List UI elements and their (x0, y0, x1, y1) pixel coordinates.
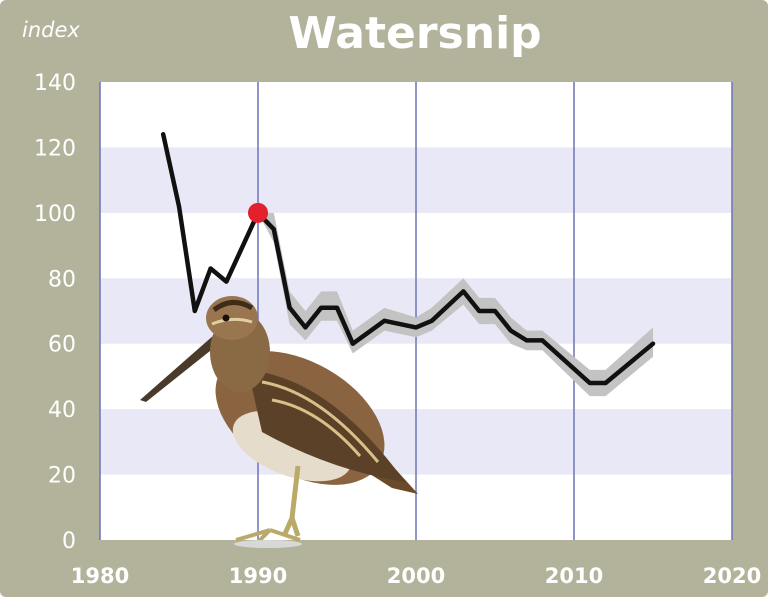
y-tick-60: 60 (48, 333, 76, 358)
data-point-2006 (508, 328, 513, 333)
snipe-bird-illustration (140, 296, 418, 550)
reference-marker-group (248, 202, 268, 223)
y-tick-80: 80 (48, 267, 76, 292)
data-point-2011 (587, 380, 592, 385)
y-tick-140: 140 (34, 71, 76, 96)
x-tick-2000: 2000 (387, 564, 445, 588)
data-point-1984 (161, 132, 166, 137)
vertical-gridlines (99, 82, 733, 540)
x-tick-1980: 1980 (71, 564, 129, 588)
reference-marker (248, 202, 268, 223)
data-point-1996 (350, 341, 355, 346)
y-tick-40: 40 (48, 398, 76, 423)
data-point-1998 (382, 318, 387, 323)
data-point-2012 (603, 380, 608, 385)
data-point-2008 (540, 338, 545, 343)
data-point-1993 (303, 325, 308, 330)
data-point-2007 (524, 338, 529, 343)
y-tick-120: 120 (34, 136, 76, 161)
data-point-2001 (429, 318, 434, 323)
chart-title: Watersnip (288, 8, 542, 59)
data-point-1994 (319, 305, 324, 310)
data-point-2003 (461, 289, 466, 294)
data-point-1992 (287, 305, 292, 310)
data-point-1987 (208, 266, 213, 271)
data-point-1988 (224, 279, 229, 284)
x-tick-2020: 2020 (703, 564, 761, 588)
y-tick-20: 20 (48, 464, 76, 489)
data-point-1985 (177, 204, 181, 209)
data-point-2015 (651, 341, 655, 346)
x-tick-2010: 2010 (545, 564, 603, 588)
data-point-1986 (192, 309, 197, 313)
x-tick-1990: 1990 (229, 564, 287, 588)
x-tick-labels: 1980 1990 2000 2010 2020 (71, 564, 761, 588)
series-line-0 (160, 132, 656, 386)
data-point-2005 (493, 309, 497, 313)
y-tick-100: 100 (34, 202, 76, 227)
data-point-1995 (335, 305, 339, 310)
data-point-1991 (271, 227, 276, 232)
y-axis-label: index (22, 18, 80, 42)
data-point-2000 (414, 325, 418, 330)
series-lines (160, 132, 656, 386)
y-tick-0: 0 (62, 529, 76, 554)
data-point-2004 (477, 309, 482, 313)
y-tick-labels: 0 20 40 60 80 100 120 140 (34, 71, 76, 554)
